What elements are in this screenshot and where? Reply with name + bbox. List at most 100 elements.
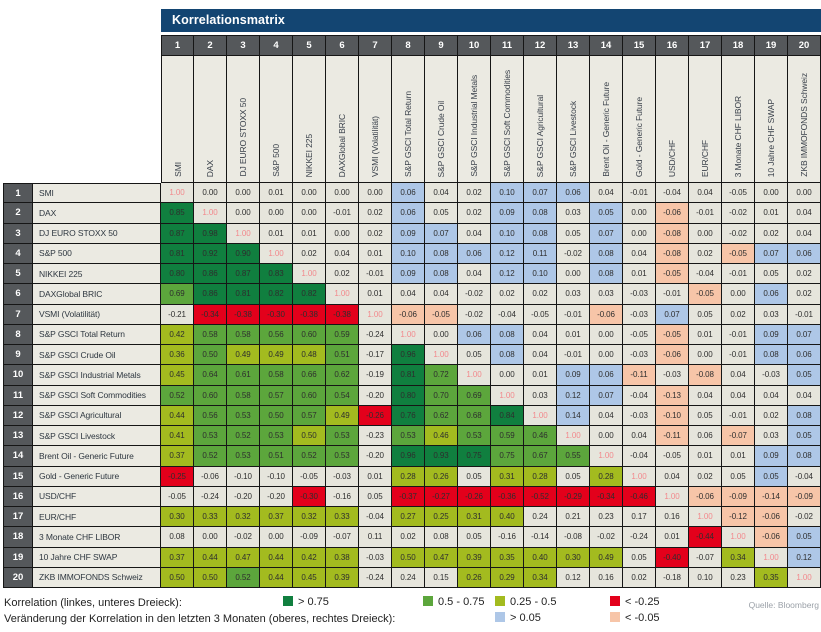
matrix-cell: 0.25 [425,507,458,528]
matrix-cell: 0.08 [788,405,821,426]
column-label: 10 Jahre CHF SWAP [755,56,788,183]
row-label: USD/CHF [33,486,161,507]
matrix-cell: 0.09 [557,365,590,386]
matrix-cell: -0.02 [722,223,755,244]
matrix-cell: 0.81 [227,284,260,305]
column-label: NIKKEI 225 [293,56,326,183]
column-label-text: ZKB IMMOFONDS Schweiz [799,73,809,177]
matrix-cell: -0.05 [656,324,689,345]
matrix-cell: 0.10 [392,243,425,264]
matrix-cell: -0.02 [722,203,755,224]
matrix-cell: -0.09 [722,486,755,507]
matrix-cell: 0.80 [161,264,194,285]
matrix-cell: 0.64 [194,365,227,386]
matrix-cell: 0.17 [623,507,656,528]
column-label-text: S&P 500 [271,144,281,177]
matrix-cell: 0.04 [788,385,821,406]
matrix-cell: 0.53 [227,446,260,467]
matrix-cell: 0.07 [755,243,788,264]
column-label: SMI [161,56,194,183]
matrix-cell: -0.01 [722,345,755,366]
matrix-cell: 0.36 [161,345,194,366]
matrix-cell: 1.00 [260,243,293,264]
matrix-cell: -0.08 [689,365,722,386]
column-label-text: S&P GSCI Total Return [403,91,413,177]
matrix-cell: 0.05 [788,426,821,447]
matrix-cell: 0.06 [689,426,722,447]
matrix-cell: 0.01 [524,365,557,386]
matrix-cell: 0.07 [425,223,458,244]
row-label: S&P GSCI Total Return [33,324,161,345]
column-label-text: 10 Jahre CHF SWAP [766,98,776,177]
matrix-cell: 0.04 [722,365,755,386]
matrix-cell: 1.00 [491,385,524,406]
matrix-cell: 0.00 [359,183,392,204]
column-label: DAX [194,56,227,183]
matrix-cell: 0.06 [392,203,425,224]
row-number: 5 [3,264,33,285]
matrix-cell: -0.01 [326,203,359,224]
legend-item-text: < -0.05 [625,612,660,624]
matrix-cell: -0.06 [392,304,425,325]
matrix-cell: 0.46 [425,426,458,447]
matrix-cell: 0.15 [425,567,458,588]
row-number: 14 [3,446,33,467]
matrix-cell: 0.52 [161,385,194,406]
matrix-cell: 0.06 [755,284,788,305]
matrix-cell: -0.34 [194,304,227,325]
column-label-text: Gold - Generic Future [634,96,644,177]
row-label: DAXGlobal BRIC [33,284,161,305]
matrix-cell: 0.08 [491,324,524,345]
matrix-cell: 0.04 [326,243,359,264]
matrix-cell: 0.05 [458,466,491,487]
matrix-cell: 0.09 [392,223,425,244]
matrix-cell: 0.05 [557,223,590,244]
column-label-text: DAX [205,159,215,177]
column-number-header: 4 [260,35,293,56]
matrix-cell: 0.04 [425,183,458,204]
matrix-cell: 0.00 [623,203,656,224]
matrix-cell: 0.00 [293,203,326,224]
matrix-cell: 0.31 [491,466,524,487]
matrix-cell: 0.60 [194,385,227,406]
matrix-cell: 0.47 [227,547,260,568]
matrix-cell: 0.04 [689,385,722,406]
column-label-text: USD/CHF [667,139,677,177]
matrix-cell: -0.20 [359,446,392,467]
matrix-cell: 0.07 [788,324,821,345]
matrix-cell: -0.09 [788,486,821,507]
matrix-cell: -0.05 [161,486,194,507]
column-label: S&P GSCI Livestock [557,56,590,183]
matrix-cell: 0.00 [788,183,821,204]
matrix-cell: 0.81 [392,365,425,386]
row-number: 3 [3,223,33,244]
column-number-header: 18 [722,35,755,56]
matrix-cell: 0.02 [788,284,821,305]
column-label-text: NIKKEI 225 [304,133,314,177]
matrix-cell: 1.00 [392,324,425,345]
matrix-cell: 0.60 [293,324,326,345]
legend-correlation-label: Korrelation (linkes, unteres Dreieck): [4,597,182,609]
matrix-cell: -0.04 [623,385,656,406]
matrix-cell: 0.80 [392,385,425,406]
matrix-cell: 0.00 [722,284,755,305]
column-number-header: 11 [491,35,524,56]
matrix-cell: -0.03 [326,466,359,487]
matrix-cell: 0.24 [392,567,425,588]
matrix-cell: 0.12 [557,385,590,406]
matrix-cell: -0.03 [623,345,656,366]
column-number-header: 16 [656,35,689,56]
matrix-cell: -0.05 [524,304,557,325]
matrix-cell: 0.08 [788,446,821,467]
matrix-cell: 0.69 [458,385,491,406]
matrix-cell: 0.02 [326,264,359,285]
matrix-cell: -0.16 [491,527,524,548]
column-label-text: DJ EURO STOXX 50 [238,98,248,177]
column-label: 3 Monate CHF LIBOR [722,56,755,183]
matrix-cell: 0.09 [392,264,425,285]
row-number: 10 [3,365,33,386]
matrix-cell: -0.30 [260,304,293,325]
legend-swatch-yellow_green [495,596,505,606]
matrix-cell: 0.50 [260,405,293,426]
matrix-cell: 0.11 [524,243,557,264]
